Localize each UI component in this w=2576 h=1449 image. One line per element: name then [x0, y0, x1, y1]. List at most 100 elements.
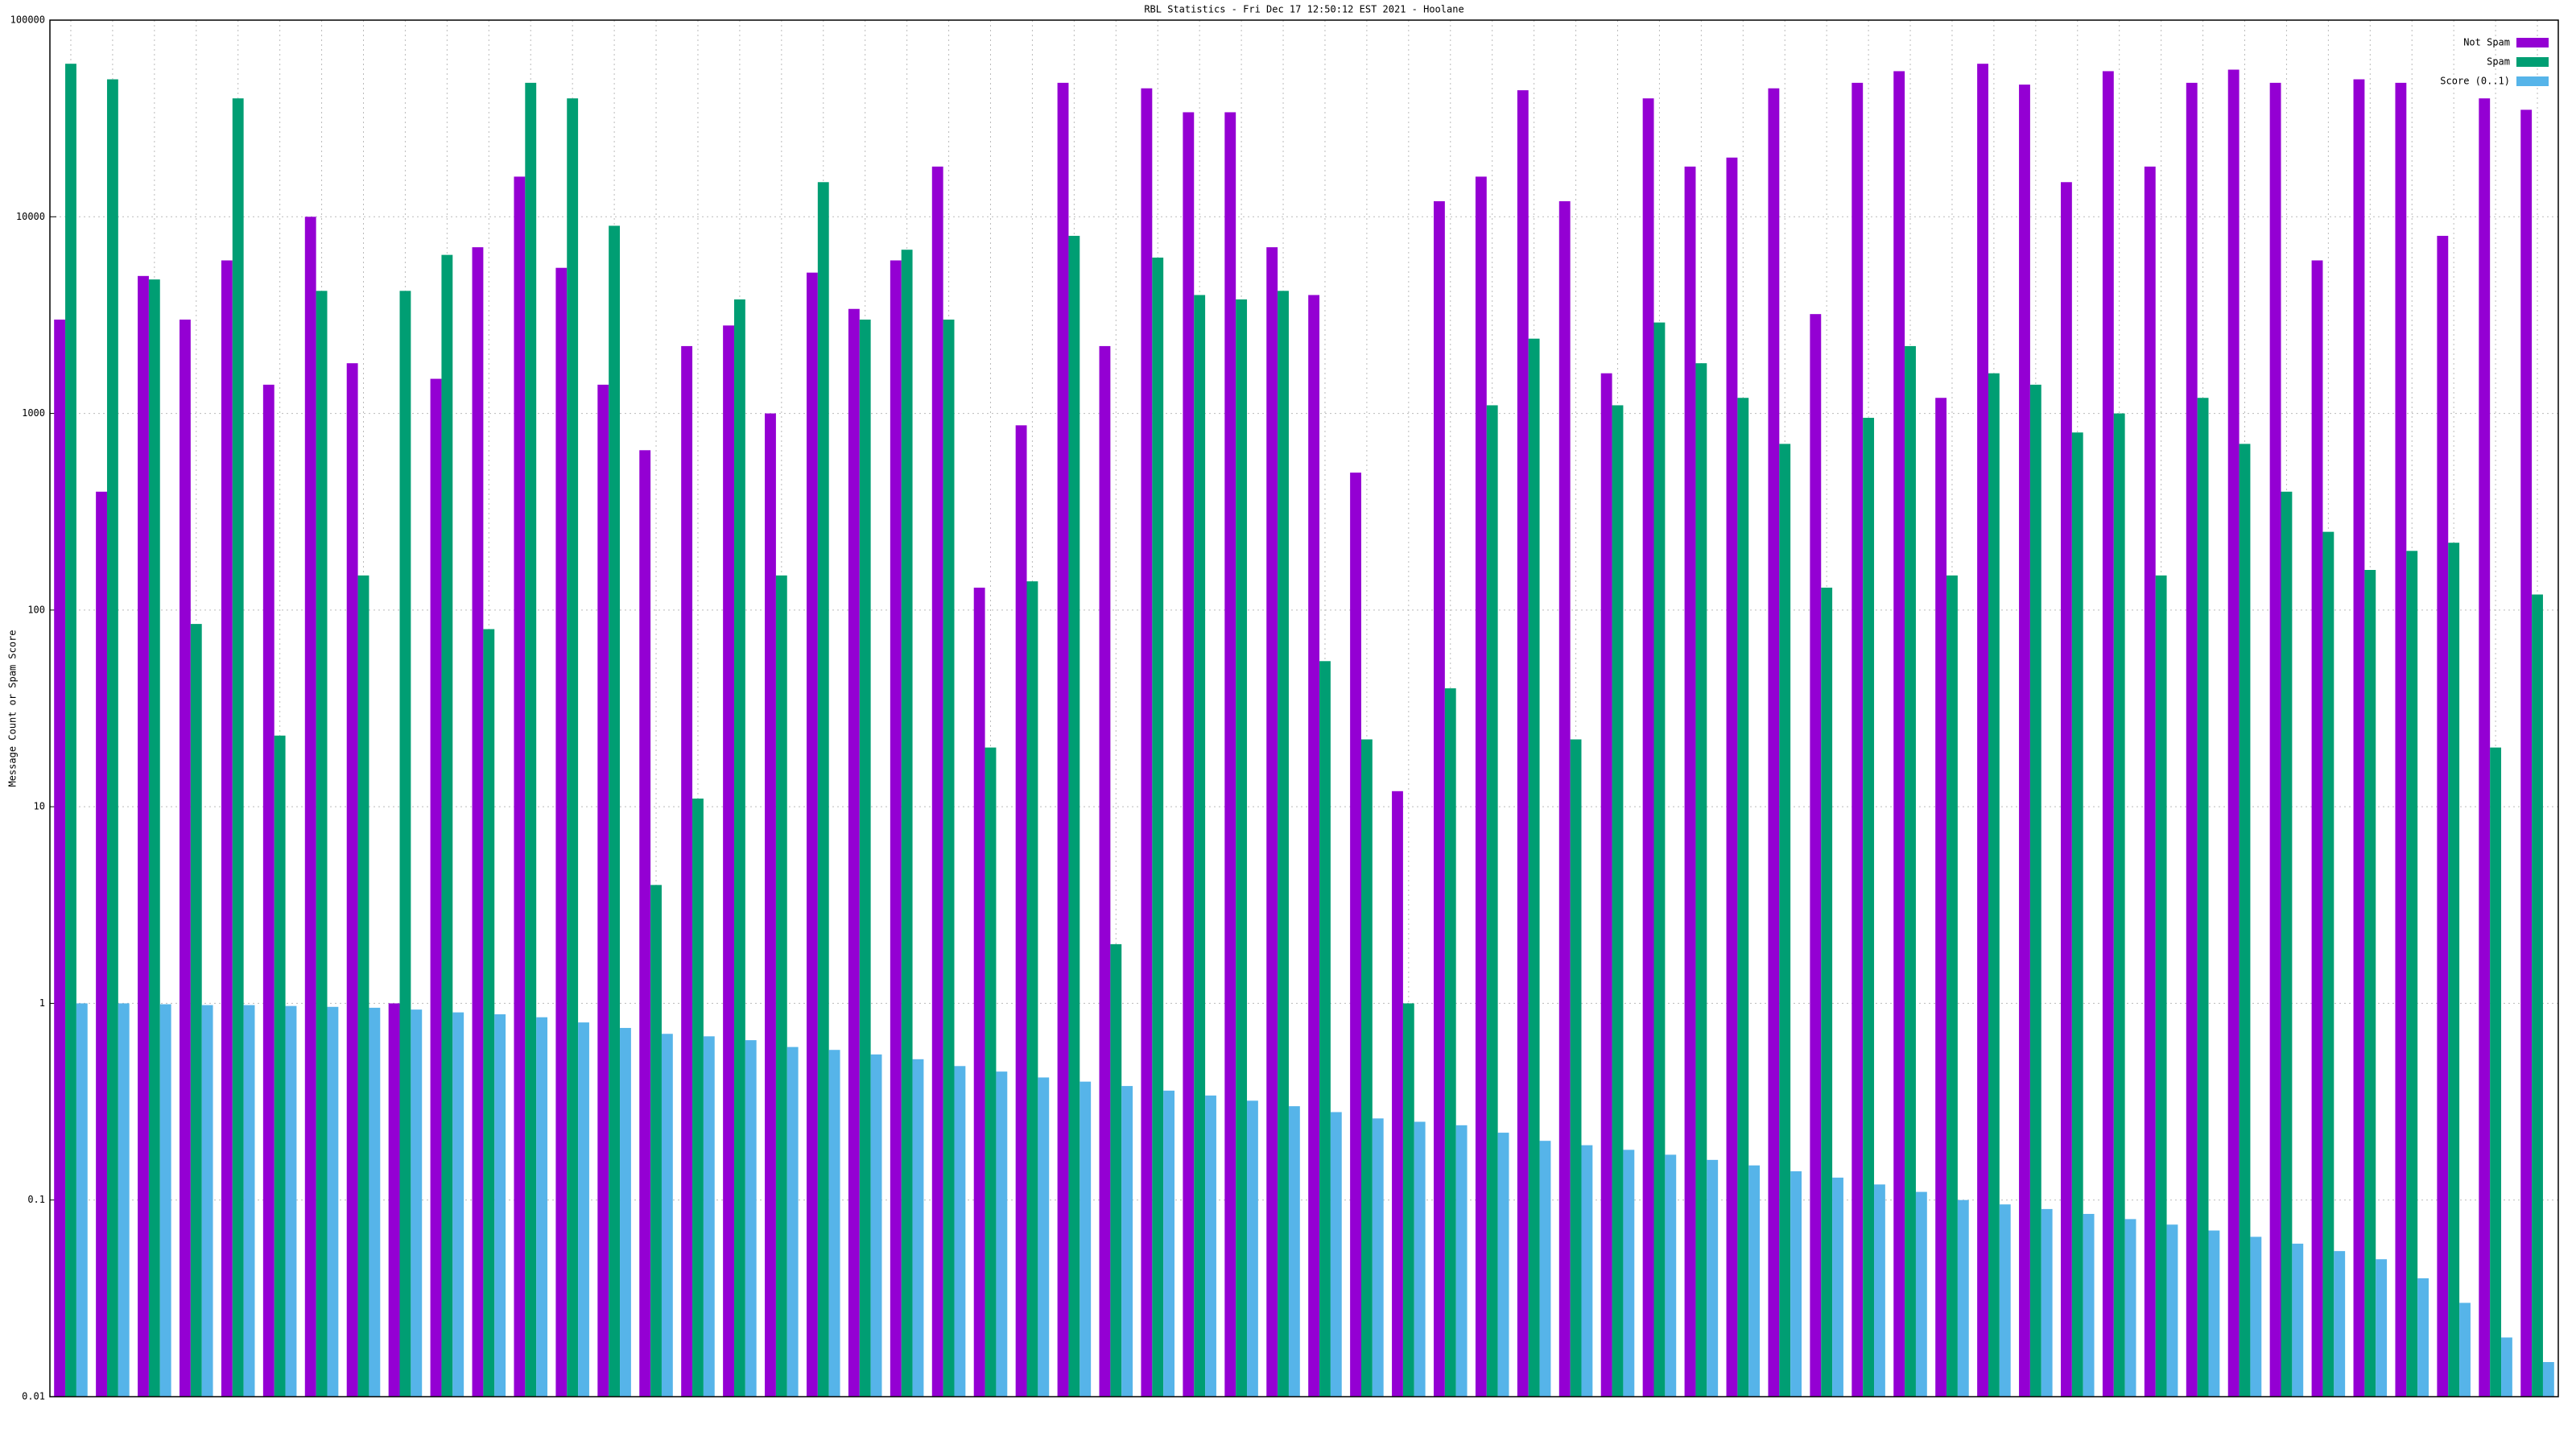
bar [1821, 588, 1833, 1397]
bar [1444, 688, 1456, 1397]
legend-label: Spam [2487, 56, 2510, 68]
bar [179, 320, 191, 1397]
bar [2124, 1219, 2136, 1397]
bar [703, 1036, 715, 1397]
bar [1852, 82, 1864, 1397]
bar [2029, 384, 2041, 1397]
bar [2395, 82, 2407, 1397]
bar [1570, 739, 1582, 1397]
bar [1152, 258, 1164, 1397]
bar [514, 176, 526, 1397]
bar [890, 260, 902, 1397]
bar [1350, 473, 1361, 1397]
bar [828, 1050, 840, 1397]
legend-swatch [2516, 57, 2549, 67]
bar [597, 384, 609, 1397]
bar [1288, 1106, 1300, 1397]
bar [609, 225, 621, 1397]
bar [2186, 82, 2198, 1397]
bar [2281, 491, 2293, 1397]
bar [316, 291, 328, 1397]
bar [2041, 1208, 2053, 1397]
bar [681, 345, 693, 1397]
bar [1737, 398, 1749, 1397]
bar [817, 182, 829, 1397]
bar [1600, 373, 1612, 1397]
bar [1999, 1204, 2011, 1397]
bar [536, 1017, 548, 1397]
bar [54, 320, 66, 1397]
bar [1863, 418, 1875, 1397]
bar [221, 260, 233, 1397]
bar [148, 279, 160, 1397]
bar [973, 588, 985, 1397]
y-tick-label: 1000 [22, 407, 45, 419]
bar [2166, 1224, 2178, 1397]
bar [859, 320, 871, 1397]
bar [118, 1003, 130, 1397]
bar [159, 1004, 171, 1397]
y-tick-label: 100000 [10, 14, 45, 26]
bar [2071, 432, 2083, 1397]
legend-swatch [2516, 38, 2549, 47]
bar [1612, 405, 1624, 1397]
bar [483, 629, 495, 1397]
bar [1832, 1177, 1843, 1397]
bar [2322, 531, 2334, 1397]
bar [1121, 1086, 1133, 1397]
bar [430, 378, 442, 1397]
bar [1308, 295, 1320, 1397]
bar [1893, 71, 1905, 1397]
bar [76, 1003, 88, 1397]
chart-title: RBL Statistics - Fri Dec 17 12:50:12 EST… [1144, 4, 1463, 15]
bar [1707, 1159, 1719, 1397]
bar [1205, 1095, 1216, 1397]
bar [304, 217, 316, 1397]
bar [369, 1007, 381, 1397]
bar [2102, 71, 2114, 1397]
bar [1558, 200, 1571, 1397]
bar [243, 1005, 255, 1397]
bar [1099, 345, 1111, 1397]
plot-frame [49, 19, 2559, 1397]
bar [106, 79, 118, 1397]
bar [1726, 157, 1738, 1397]
bar [954, 1066, 966, 1397]
bar [2417, 1278, 2429, 1397]
bar [2292, 1243, 2304, 1397]
bar [1224, 112, 1236, 1397]
bar [494, 1013, 506, 1397]
bar [2532, 594, 2543, 1397]
bar [1163, 1090, 1175, 1397]
y-tick-label: 10 [34, 801, 45, 812]
bar [2269, 82, 2281, 1397]
bar [1957, 1199, 1969, 1397]
bar [2113, 413, 2125, 1397]
bar [996, 1071, 1008, 1397]
bar [848, 308, 860, 1397]
bar [285, 1005, 297, 1397]
bar [472, 247, 484, 1397]
bar [138, 275, 149, 1397]
bar [1247, 1100, 1258, 1397]
bar [262, 384, 275, 1397]
bar [555, 267, 568, 1397]
bar [733, 299, 745, 1397]
bar [723, 325, 734, 1397]
bar [411, 1009, 423, 1397]
bar [1194, 295, 1206, 1397]
bar [765, 413, 776, 1397]
bar [2490, 747, 2502, 1397]
bar [1874, 1184, 1885, 1397]
bar [2376, 1259, 2388, 1397]
bar [1278, 291, 1289, 1397]
bar [870, 1054, 882, 1397]
bar [452, 1012, 464, 1397]
bar [2019, 85, 2030, 1397]
bar [1528, 338, 1540, 1397]
bar [2364, 569, 2376, 1397]
bar [2060, 182, 2072, 1397]
bar [1581, 1145, 1593, 1397]
bar [2197, 398, 2209, 1397]
bar [1779, 444, 1791, 1397]
